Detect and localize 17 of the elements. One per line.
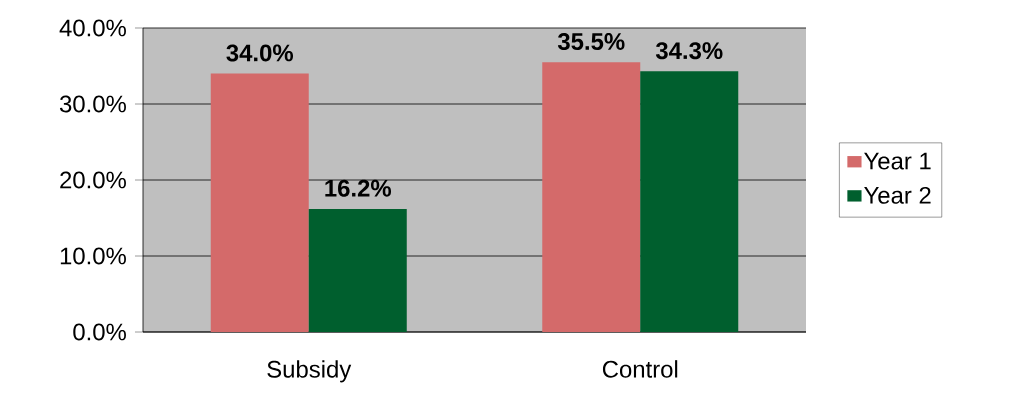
bar bbox=[542, 62, 641, 332]
legend-label: Year 2 bbox=[864, 186, 931, 204]
data-label: 34.3% bbox=[655, 42, 723, 60]
bar bbox=[308, 208, 407, 332]
bar bbox=[210, 73, 309, 332]
y-tick-label: 0.0% bbox=[73, 323, 126, 341]
data-label: 34.0% bbox=[226, 44, 294, 62]
data-label: 35.5% bbox=[557, 33, 625, 51]
legend-label: Year 1 bbox=[864, 152, 931, 170]
x-tick-label: Control bbox=[602, 360, 678, 378]
y-tick-label: 30.0% bbox=[59, 95, 126, 113]
y-tick-label: 40.0% bbox=[59, 19, 126, 37]
bar bbox=[640, 71, 739, 332]
y-tick-label: 20.0% bbox=[60, 171, 126, 189]
data-label: 16.2% bbox=[325, 179, 392, 197]
x-tick-label: Subsidy bbox=[267, 360, 352, 383]
y-tick-label: 10.0% bbox=[60, 247, 126, 265]
